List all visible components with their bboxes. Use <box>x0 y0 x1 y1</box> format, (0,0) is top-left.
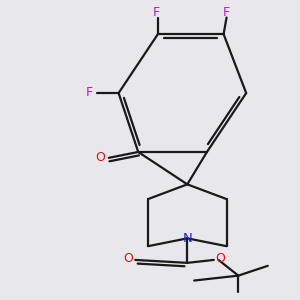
Text: O: O <box>123 252 133 265</box>
Text: O: O <box>215 252 225 265</box>
Text: O: O <box>96 152 106 164</box>
Text: F: F <box>223 6 230 19</box>
Text: N: N <box>182 232 192 245</box>
Text: F: F <box>86 86 93 99</box>
Text: F: F <box>153 6 160 19</box>
